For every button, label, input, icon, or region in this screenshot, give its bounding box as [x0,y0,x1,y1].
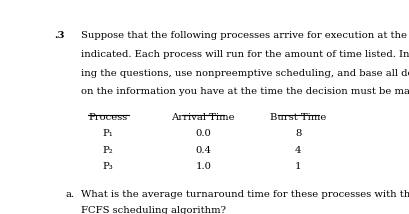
Text: Suppose that the following processes arrive for execution at the times: Suppose that the following processes arr… [81,31,409,40]
Text: .3: .3 [54,31,65,40]
Text: ing the questions, use nonpreemptive scheduling, and base all decisions: ing the questions, use nonpreemptive sch… [81,68,409,77]
Text: Process: Process [89,113,128,122]
Text: 8: 8 [295,129,301,138]
Text: 4: 4 [295,146,301,155]
Text: FCFS scheduling algorithm?: FCFS scheduling algorithm? [81,206,226,214]
Text: 0.0: 0.0 [196,129,211,138]
Text: a.: a. [65,190,74,199]
Text: on the information you have at the time the decision must be made.: on the information you have at the time … [81,88,409,97]
Text: P₃: P₃ [103,162,114,171]
Text: 1.0: 1.0 [195,162,211,171]
Text: 0.4: 0.4 [195,146,211,155]
Text: P₂: P₂ [103,146,114,155]
Text: Arrival Time: Arrival Time [171,113,235,122]
Text: P₁: P₁ [103,129,114,138]
Text: Burst Time: Burst Time [270,113,326,122]
Text: What is the average turnaround time for these processes with the: What is the average turnaround time for … [81,190,409,199]
Text: indicated. Each process will run for the amount of time listed. In answer-: indicated. Each process will run for the… [81,50,409,59]
Text: 1: 1 [295,162,301,171]
